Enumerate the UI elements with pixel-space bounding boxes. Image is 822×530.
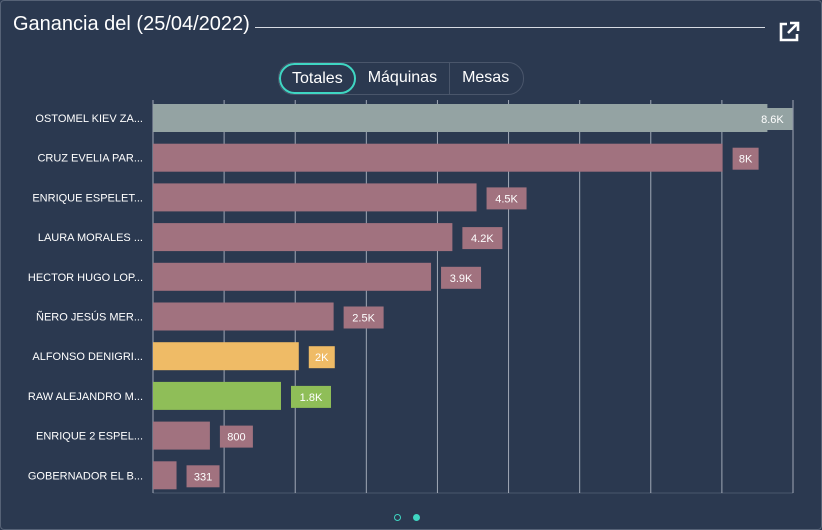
category-label: LAURA MORALES ... [38,232,143,244]
data-label-box [186,465,220,488]
pager-dot-1[interactable] [394,514,401,521]
data-label: 8.6K [761,114,784,126]
title-divider [255,27,765,28]
bar [153,461,177,490]
pager-dot-2[interactable] [413,514,420,521]
data-label: 331 [194,471,212,483]
data-label-box [441,266,482,289]
category-label: RAW ALEJANDRO M... [28,391,143,403]
category-label: ENRIQUE 2 ESPEL... [36,431,143,443]
category-label: GOBERNADOR EL B... [28,470,143,482]
pager-dots [394,514,420,521]
chart-title: Ganancia del (25/04/2022) [13,13,250,35]
data-label: 800 [227,432,245,444]
bar [153,143,723,172]
tab-mesas[interactable]: Mesas [462,69,510,86]
data-label-box [291,385,331,408]
bar [153,262,432,291]
data-label: 2.5K [352,313,375,325]
data-label: 3.9K [450,273,473,285]
category-label: ENRIQUE ESPELET... [32,192,143,204]
data-label-box [732,147,759,170]
bar [153,183,477,212]
bar [153,342,299,371]
bar [153,421,210,450]
tab-totales[interactable]: Totales [279,63,356,94]
tab-maquinas[interactable]: Máquinas [356,63,451,94]
data-label: 8K [739,154,753,166]
data-label-box [308,346,335,369]
data-label: 1.8K [300,392,323,404]
data-label-box [219,425,253,448]
bar [153,223,453,252]
category-label: CRUZ EVELIA PAR... [37,153,143,165]
data-label-box [752,108,793,130]
data-label: 4.2K [471,233,494,245]
data-label-box [343,306,384,329]
category-label: ALFONSO DENIGRI... [32,351,143,363]
bar [153,302,334,331]
category-label: ÑERO JESÚS MER... [36,311,143,324]
category-label: HECTOR HUGO LOP... [28,272,143,284]
data-label: 2K [315,352,329,364]
data-label: 4.5K [495,193,518,205]
bar [153,104,768,132]
view-tabs: Totales Máquinas Mesas [278,62,525,95]
data-label-box [486,187,527,210]
external-link-icon[interactable] [777,20,801,44]
category-label: OSTOMEL KIEV ZA... [35,113,143,125]
bar [153,381,281,410]
data-label-box [462,227,503,250]
